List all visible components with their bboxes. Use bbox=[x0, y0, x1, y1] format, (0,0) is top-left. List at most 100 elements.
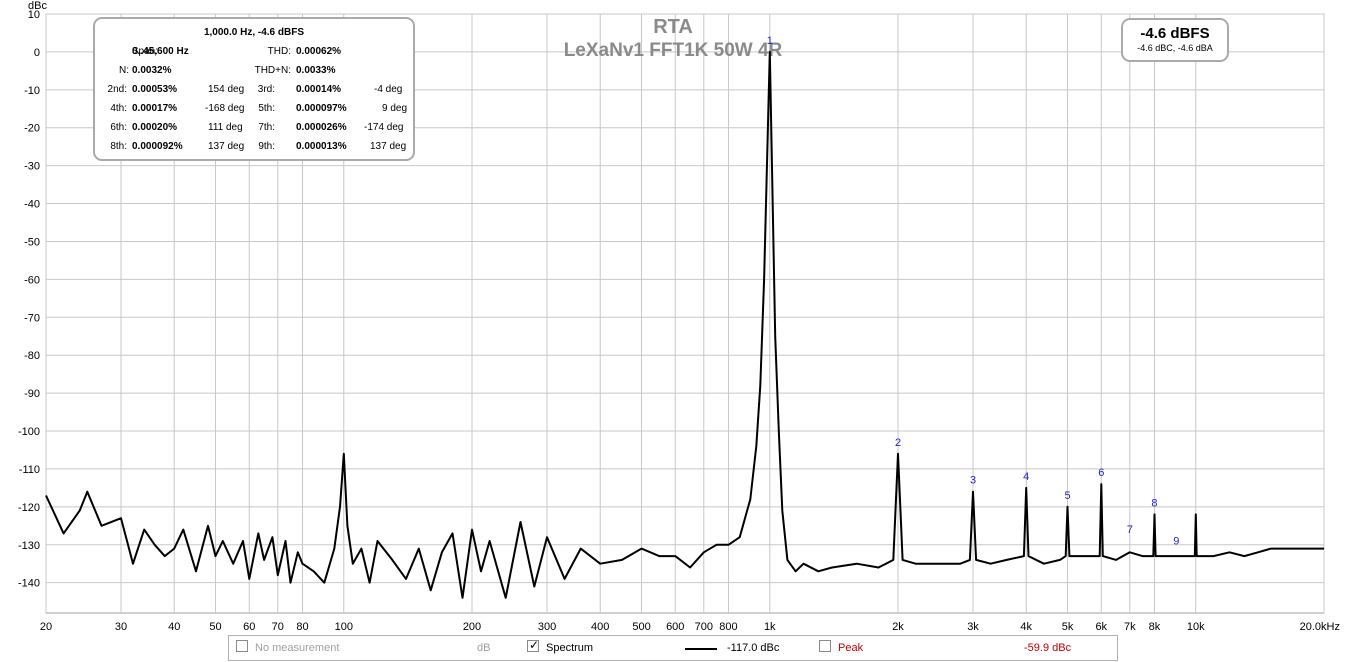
db-label: dB bbox=[477, 642, 491, 654]
thdn-value: 0.0033% bbox=[296, 65, 336, 76]
y-tick-label: -40 bbox=[24, 199, 40, 211]
harmonic-9-phase: 137 deg bbox=[370, 141, 407, 152]
x-tick-label: 60 bbox=[243, 621, 255, 633]
chart-subtitle: LeXaNv1 FFT1K 50W 4R bbox=[564, 40, 783, 61]
harmonic-6-phase: 111 deg bbox=[208, 122, 243, 133]
x-tick-label: 20 bbox=[40, 621, 52, 633]
noise-label: N: bbox=[119, 65, 129, 76]
y-tick-label: -50 bbox=[24, 236, 40, 248]
y-tick-label: 0 bbox=[34, 47, 40, 59]
harmonic-8-label: 8th: bbox=[110, 141, 127, 152]
harmonic-marker-8: 8 bbox=[1151, 497, 1157, 509]
x-tick-label: 30 bbox=[115, 621, 127, 633]
x-tick-label: 4k bbox=[1020, 621, 1032, 633]
y-axis-label: dBc bbox=[28, 0, 47, 12]
spectrum-value: -117.0 dBc bbox=[727, 642, 780, 654]
harmonic-7-phase: -174 deg bbox=[364, 122, 404, 133]
y-tick-label: -60 bbox=[24, 274, 40, 286]
y-tick-label: -20 bbox=[24, 123, 40, 135]
y-tick-label: -120 bbox=[18, 502, 40, 514]
thd-label: THD: bbox=[267, 46, 291, 57]
thdn-label: THD+N: bbox=[254, 65, 291, 76]
x-tick-label: 100 bbox=[335, 621, 353, 633]
x-tick-label: 70 bbox=[272, 621, 284, 633]
no-measurement-label: No measurement bbox=[255, 642, 340, 654]
chart-title: RTA bbox=[653, 16, 693, 38]
harmonic-4-value: 0.00017% bbox=[132, 103, 178, 114]
x-tick-label: 400 bbox=[591, 621, 609, 633]
harmonic-5-phase: 9 deg bbox=[382, 103, 408, 114]
x-tick-label: 8k bbox=[1149, 621, 1161, 633]
y-tick-label: 10 bbox=[28, 9, 40, 21]
harmonic-8-value: 0.000092% bbox=[132, 141, 183, 152]
harmonic-4-label: 4th: bbox=[110, 103, 127, 114]
x-tick-label: 50 bbox=[209, 621, 221, 633]
harmonic-marker-9: 9 bbox=[1173, 535, 1179, 547]
harmonic-5-label: 5th: bbox=[258, 103, 275, 114]
thd-value: 0.00062% bbox=[296, 46, 342, 57]
legend-bar: No measurement dB ✓ Spectrum -117.0 dBc … bbox=[228, 635, 1118, 661]
y-tick-label: -110 bbox=[19, 464, 40, 476]
y-tick-label: -100 bbox=[18, 426, 40, 438]
y-tick-label: -30 bbox=[24, 161, 40, 173]
series bbox=[45, 50, 1324, 599]
span-value: 0..45,600 Hz bbox=[132, 46, 189, 57]
level-weighted: -4.6 dBC, -4.6 dBA bbox=[1137, 43, 1213, 53]
span-label: Span: bbox=[131, 46, 158, 57]
harmonic-3-value: 0.00014% bbox=[296, 84, 342, 95]
harmonic-marker-6: 6 bbox=[1098, 467, 1104, 479]
peak-label: Peak bbox=[838, 642, 864, 654]
level-readout: -4.6 dBFS -4.6 dBC, -4.6 dBA bbox=[1121, 18, 1229, 62]
peak-checkbox[interactable] bbox=[819, 640, 831, 652]
x-tick-label: 2k bbox=[892, 621, 904, 633]
harmonic-6-value: 0.00020% bbox=[132, 122, 178, 133]
harmonic-6-label: 6th: bbox=[110, 122, 127, 133]
x-tick-label: 5k bbox=[1062, 621, 1074, 633]
x-tick-label: 800 bbox=[719, 621, 737, 633]
harmonic-marker-2: 2 bbox=[895, 437, 901, 449]
x-tick-label: 80 bbox=[296, 621, 308, 633]
harmonic-4-phase: -168 deg bbox=[205, 103, 245, 114]
harmonic-3-phase: -4 deg bbox=[374, 84, 403, 95]
checkmark-icon: ✓ bbox=[529, 638, 540, 652]
x-tick-label: 700 bbox=[695, 621, 713, 633]
x-tick-label: 40 bbox=[168, 621, 180, 633]
harmonic-2-value: 0.00053% bbox=[132, 84, 178, 95]
harmonic-9-value: 0.000013% bbox=[296, 141, 347, 152]
harmonic-marker-1: 1 bbox=[767, 35, 773, 47]
y-tick-label: -80 bbox=[24, 350, 40, 362]
spectrum-label: Spectrum bbox=[546, 642, 594, 654]
harmonic-marker-4: 4 bbox=[1023, 471, 1029, 483]
distortion-panel: 1,000.0 Hz, -4.6 dBFS Span: 0..45,600 Hz… bbox=[93, 17, 415, 161]
y-axis-ticks: 10 0 -10 -20 -30 -40 -50 -60 -70 -80 -90 -100 -110 -1… bbox=[18, 9, 40, 590]
harmonic-9-label: 9th: bbox=[258, 141, 275, 152]
noise-value: 0.0032% bbox=[132, 65, 172, 76]
no-measurement-checkbox[interactable] bbox=[236, 640, 248, 652]
harmonic-3-label: 3rd: bbox=[257, 84, 275, 95]
spectrum-line-swatch bbox=[685, 648, 717, 650]
level-dbfs: -4.6 dBFS bbox=[1140, 25, 1210, 42]
spectrum-checkbox[interactable]: ✓ bbox=[527, 638, 540, 652]
y-tick-label: -130 bbox=[18, 540, 40, 552]
x-tick-label: 7k bbox=[1124, 621, 1136, 633]
x-tick-label: 200 bbox=[463, 621, 481, 633]
harmonic-7-value: 0.000026% bbox=[296, 122, 347, 133]
x-tick-label: 3k bbox=[967, 621, 979, 633]
harmonic-2-phase: 154 deg bbox=[208, 84, 245, 95]
harmonic-7-label: 7th: bbox=[258, 122, 275, 133]
x-tick-label: 300 bbox=[538, 621, 556, 633]
peak-value: -59.9 dBc bbox=[1024, 642, 1072, 654]
harmonic-8-phase: 137 deg bbox=[208, 141, 245, 152]
harmonic-marker-5: 5 bbox=[1064, 490, 1070, 502]
x-tick-label: 10k bbox=[1187, 621, 1205, 633]
y-tick-label: -90 bbox=[24, 388, 40, 400]
distortion-header: 1,000.0 Hz, -4.6 dBFS bbox=[203, 27, 305, 38]
y-tick-label: -140 bbox=[18, 578, 40, 590]
harmonic-markers: 1 2 3 4 5 6 7 8 9 bbox=[767, 35, 1180, 547]
x-tick-label: 600 bbox=[666, 621, 684, 633]
y-tick-label: -10 bbox=[24, 85, 40, 97]
harmonic-marker-7: 7 bbox=[1127, 524, 1133, 536]
x-tick-label: 1k bbox=[764, 621, 776, 633]
spectrum-series-line bbox=[45, 50, 1324, 599]
x-axis-ticks: 20 30 40 50 60 70 80 100 200 300 400 500 600 700 800 1k… bbox=[40, 621, 1340, 633]
